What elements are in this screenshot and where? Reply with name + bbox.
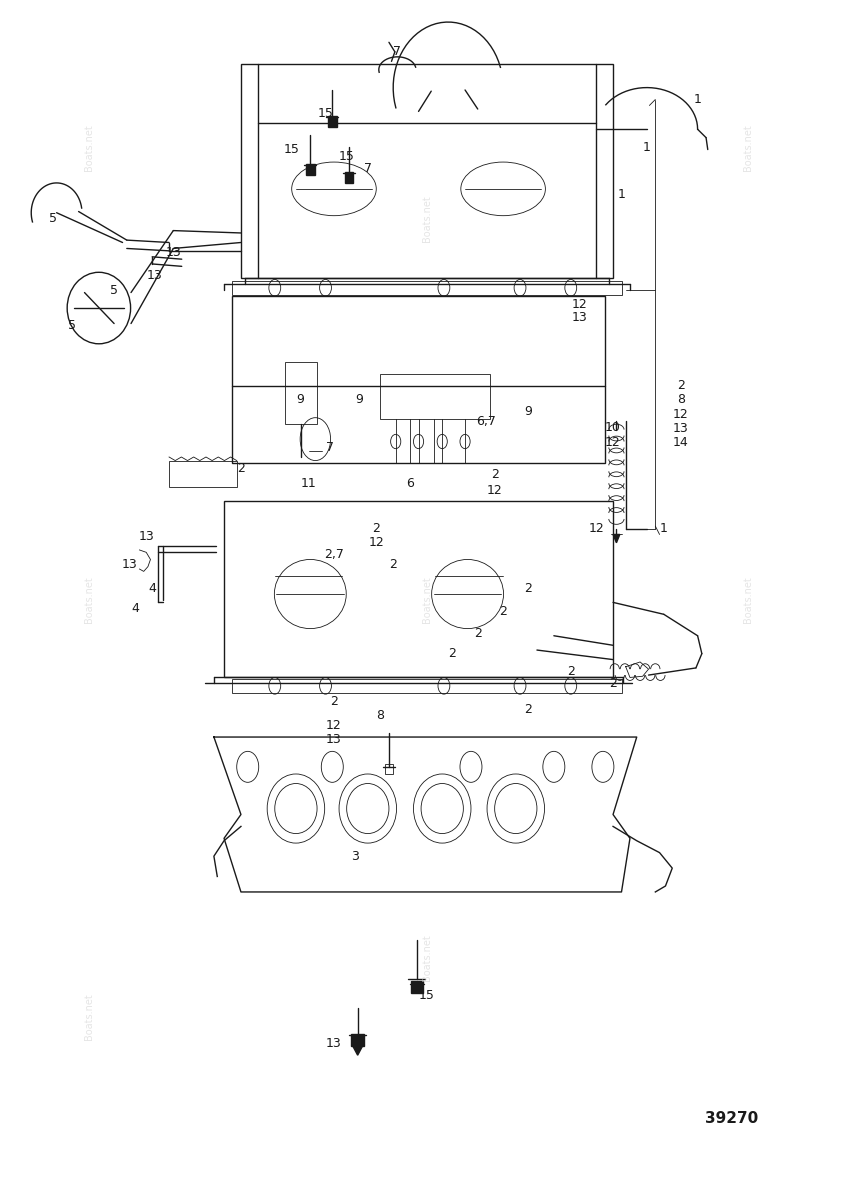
Text: 15: 15 xyxy=(283,143,299,156)
Text: 2: 2 xyxy=(389,558,397,571)
Bar xyxy=(345,172,353,182)
Text: Boats.net: Boats.net xyxy=(84,124,94,170)
Text: 15: 15 xyxy=(419,989,434,1002)
Text: 7: 7 xyxy=(325,440,334,454)
Text: 7: 7 xyxy=(363,162,371,175)
Text: 1: 1 xyxy=(693,92,700,106)
Bar xyxy=(232,281,621,295)
Text: 3: 3 xyxy=(351,850,358,863)
Text: 2,7: 2,7 xyxy=(323,548,344,562)
Bar xyxy=(232,296,604,463)
Text: 12: 12 xyxy=(368,536,384,550)
Text: 2: 2 xyxy=(608,677,616,690)
Text: 5: 5 xyxy=(67,319,76,332)
Text: 10: 10 xyxy=(605,421,620,433)
Text: 1: 1 xyxy=(642,140,650,154)
Text: 6: 6 xyxy=(406,476,414,490)
Bar xyxy=(410,982,422,994)
Text: 5: 5 xyxy=(49,212,57,226)
Text: 5: 5 xyxy=(110,283,118,296)
Text: 2: 2 xyxy=(490,468,498,481)
Polygon shape xyxy=(612,534,619,542)
Bar xyxy=(285,361,316,424)
Text: 12: 12 xyxy=(605,437,620,449)
Text: 6,7: 6,7 xyxy=(476,415,496,427)
Text: 4: 4 xyxy=(148,582,156,594)
Text: Boats.net: Boats.net xyxy=(421,196,432,242)
Text: 9: 9 xyxy=(524,406,531,419)
Polygon shape xyxy=(352,1045,363,1055)
Bar xyxy=(328,116,336,127)
Text: 2: 2 xyxy=(499,606,507,618)
Text: 12: 12 xyxy=(326,719,341,732)
Bar xyxy=(223,502,612,678)
Text: 2: 2 xyxy=(372,522,380,535)
Text: 12: 12 xyxy=(672,408,688,421)
Text: Boats.net: Boats.net xyxy=(421,934,432,980)
Bar xyxy=(305,164,314,174)
Text: 1: 1 xyxy=(659,522,667,535)
Text: 2: 2 xyxy=(473,626,481,640)
Text: 8: 8 xyxy=(376,709,384,722)
Text: 9: 9 xyxy=(296,394,304,407)
Text: 13: 13 xyxy=(326,1037,341,1050)
Text: 2: 2 xyxy=(237,462,245,475)
Text: 11: 11 xyxy=(300,476,316,490)
Text: 1: 1 xyxy=(617,188,624,202)
Text: 4: 4 xyxy=(131,602,139,614)
Text: 13: 13 xyxy=(326,733,341,746)
Bar xyxy=(351,1033,364,1045)
Text: 8: 8 xyxy=(676,394,684,407)
Text: Boats.net: Boats.net xyxy=(742,124,752,170)
Text: 12: 12 xyxy=(588,522,603,535)
Text: Boats.net: Boats.net xyxy=(421,577,432,623)
Bar xyxy=(384,764,392,774)
Text: 13: 13 xyxy=(165,246,181,258)
Text: Boats.net: Boats.net xyxy=(84,994,94,1040)
Text: 39270: 39270 xyxy=(704,1111,757,1126)
Text: 2: 2 xyxy=(676,379,684,392)
Text: 7: 7 xyxy=(393,46,401,59)
Bar xyxy=(169,461,236,487)
Text: 2: 2 xyxy=(524,582,531,594)
Text: 14: 14 xyxy=(672,437,688,449)
Text: Boats.net: Boats.net xyxy=(742,577,752,623)
Text: 12: 12 xyxy=(571,298,586,311)
Text: 12: 12 xyxy=(486,484,502,497)
Bar xyxy=(241,64,612,278)
Bar xyxy=(380,373,490,419)
Text: 13: 13 xyxy=(138,530,154,544)
Text: 2: 2 xyxy=(524,703,531,716)
Text: 13: 13 xyxy=(147,269,162,282)
Text: 13: 13 xyxy=(672,422,688,434)
Text: 2: 2 xyxy=(448,647,456,660)
Text: 13: 13 xyxy=(571,311,586,324)
Text: 2: 2 xyxy=(329,695,338,708)
Text: 2: 2 xyxy=(566,665,574,678)
Text: 15: 15 xyxy=(317,107,333,120)
Bar xyxy=(232,679,621,692)
Text: 9: 9 xyxy=(355,394,363,407)
Text: Boats.net: Boats.net xyxy=(84,577,94,623)
Text: 13: 13 xyxy=(121,558,137,571)
Text: 15: 15 xyxy=(339,150,354,163)
